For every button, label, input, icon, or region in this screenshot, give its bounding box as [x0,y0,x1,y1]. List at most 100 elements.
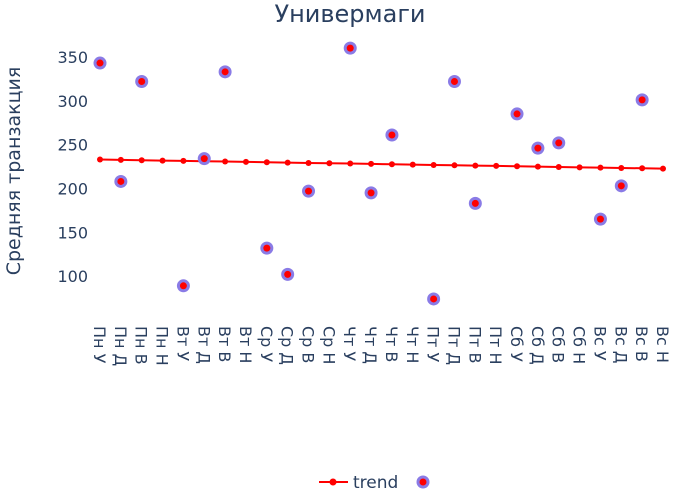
data-point-marker [638,96,646,104]
data-point[interactable] [176,279,190,293]
data-point[interactable] [531,141,545,155]
data-point[interactable] [364,186,378,200]
legend[interactable]: trend [319,473,430,493]
legend-item-trend[interactable]: trend [319,473,398,493]
trend-point [326,160,333,167]
trend-point [493,162,500,169]
data-point[interactable] [218,65,232,79]
data-point-marker [513,110,521,118]
data-point-marker [617,182,625,190]
trend-point [618,164,625,171]
y-tick-label: 250 [57,136,88,155]
data-point-marker [388,131,396,139]
points-series [93,41,649,306]
data-point-marker [596,215,604,223]
x-tick-label: Пн У [90,326,109,364]
trend-series [97,156,666,172]
x-tick-label: Пн Н [153,326,172,366]
x-tick-label: Ср У [257,326,276,362]
trend-point [222,158,229,165]
data-point[interactable] [593,212,607,226]
trend-point [347,160,354,167]
x-tick-label: Чт Н [403,326,422,363]
chart-title: Универмаги [274,0,425,28]
data-point[interactable] [427,292,441,306]
data-point-marker [138,77,146,85]
x-tick-label: Пт Н [486,326,505,364]
trend-point [472,162,479,169]
x-tick-label: Чт Д [361,326,380,364]
trend-point [117,156,124,163]
data-point[interactable] [281,267,295,281]
data-point-marker [96,59,104,67]
trend-point [368,160,375,167]
trend-point [430,161,437,168]
trend-point [180,157,187,164]
y-axis-label: Средняя транзакция [3,67,25,276]
x-tick-label: Ср Д [278,326,297,365]
data-point-marker [471,199,479,207]
x-tick-label: Сб Д [528,326,547,365]
x-tick-label: Вт Н [236,326,255,363]
data-point[interactable] [135,74,149,88]
legend-points-marker [419,478,427,486]
y-tick-label: 300 [57,92,88,111]
data-point[interactable] [614,179,628,193]
data-point[interactable] [635,93,649,107]
y-axis-ticks: 100 150 200 250 300 350 [57,48,88,286]
data-point-marker [263,244,271,252]
y-tick-label: 350 [57,48,88,67]
x-tick-label: Вт Д [194,326,213,364]
data-point[interactable] [93,56,107,70]
data-point[interactable] [552,136,566,150]
x-tick-label: Пн Д [111,326,130,366]
y-tick-label: 100 [57,267,88,286]
trend-point [514,163,521,170]
data-point-marker [284,270,292,278]
x-tick-label: Сб В [549,326,568,363]
data-point-marker [305,187,313,195]
trend-point [409,161,416,168]
data-point[interactable] [385,128,399,142]
x-tick-label: Сб Н [570,326,589,364]
data-point[interactable] [197,152,211,166]
trend-point [555,163,562,170]
data-point-marker [430,295,438,303]
trend-point [451,162,458,169]
x-tick-label: Пт В [465,326,484,363]
data-point[interactable] [302,184,316,198]
trend-point [305,159,312,166]
data-point-marker [346,44,354,52]
trend-point [534,163,541,170]
data-point[interactable] [114,174,128,188]
data-point[interactable] [260,241,274,255]
data-point-marker [367,189,375,197]
trend-point [242,158,249,165]
data-point[interactable] [343,41,357,55]
x-tick-label: Вт У [173,326,192,361]
trend-point [138,157,145,164]
data-point-marker [221,68,229,76]
data-point-marker [450,77,458,85]
y-tick-label: 200 [57,179,88,198]
legend-trend-label: trend [353,473,398,493]
trend-point [97,156,103,163]
trend-point [159,157,166,164]
trend-point [639,165,646,172]
data-point-marker [179,282,187,290]
data-point[interactable] [510,107,524,121]
x-tick-label: Вс Н [653,326,672,363]
data-point[interactable] [447,74,461,88]
trend-point [388,161,395,168]
y-tick-label: 150 [57,223,88,242]
x-tick-label: Вс Д [611,326,630,363]
trend-point [660,165,666,172]
legend-item-points[interactable] [416,475,430,489]
x-tick-label: Ср В [299,326,318,363]
trend-point [263,159,270,166]
data-point[interactable] [468,196,482,210]
x-tick-label: Пт У [424,326,443,362]
x-tick-label: Вс У [590,326,609,361]
